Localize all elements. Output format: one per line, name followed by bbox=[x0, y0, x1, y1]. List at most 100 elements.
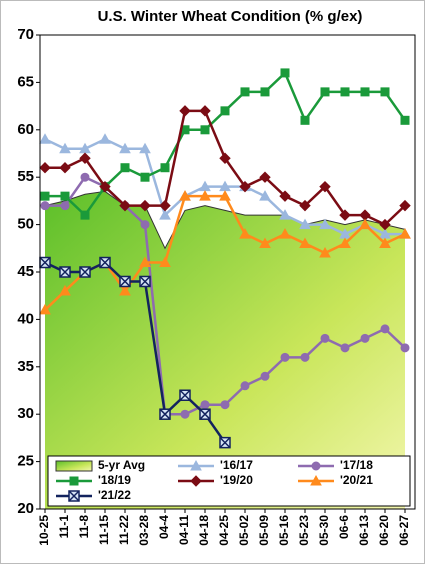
marker bbox=[319, 247, 331, 258]
marker bbox=[179, 105, 191, 117]
marker bbox=[320, 333, 330, 343]
x-tick-label: 05-30 bbox=[317, 515, 331, 546]
y-tick-label: 45 bbox=[17, 263, 34, 280]
marker-x bbox=[179, 389, 191, 401]
y-tick-label: 30 bbox=[17, 405, 34, 422]
marker bbox=[159, 209, 171, 220]
legend-label: '16/17 bbox=[220, 458, 253, 472]
legend-label: '17/18 bbox=[340, 458, 373, 472]
marker-x bbox=[199, 408, 211, 420]
legend-label: '18/19 bbox=[98, 473, 131, 487]
marker-x bbox=[39, 256, 51, 269]
marker bbox=[300, 115, 310, 125]
marker bbox=[399, 228, 411, 239]
marker bbox=[239, 228, 251, 239]
marker bbox=[159, 199, 171, 212]
marker bbox=[379, 237, 391, 249]
marker bbox=[199, 105, 211, 117]
marker bbox=[39, 133, 51, 144]
marker bbox=[220, 106, 230, 116]
marker bbox=[200, 400, 210, 410]
marker bbox=[139, 199, 151, 212]
marker bbox=[39, 162, 51, 174]
marker bbox=[140, 172, 150, 182]
x-tick-label: 05-16 bbox=[277, 515, 291, 546]
x-tick-label: 05-09 bbox=[257, 515, 271, 546]
marker bbox=[300, 352, 310, 362]
legend-box bbox=[47, 455, 411, 507]
marker-x bbox=[219, 437, 231, 449]
marker bbox=[59, 284, 71, 296]
marker bbox=[240, 381, 250, 391]
y-tick-label: 25 bbox=[17, 453, 34, 470]
y-tick-label: 70 bbox=[17, 26, 34, 43]
marker bbox=[259, 190, 271, 201]
marker bbox=[311, 461, 321, 471]
x-tick-label: 10-25 bbox=[37, 515, 51, 546]
x-tick-label: 04-25 bbox=[217, 515, 231, 546]
marker bbox=[339, 237, 351, 249]
marker bbox=[160, 163, 170, 173]
legend-label: 5-yr Avg bbox=[98, 458, 145, 472]
marker bbox=[299, 218, 311, 230]
marker bbox=[80, 210, 90, 220]
y-tick-label: 20 bbox=[17, 500, 34, 517]
legend-label: '19/20 bbox=[220, 473, 253, 487]
x-tick-label: 06-20 bbox=[377, 515, 391, 546]
marker bbox=[190, 475, 202, 487]
x-tick-label: 06-27 bbox=[397, 515, 411, 546]
x-tick-label: 11-8 bbox=[77, 515, 91, 539]
x-tick-label: 04-4 bbox=[157, 515, 171, 539]
marker bbox=[379, 218, 391, 231]
marker bbox=[119, 142, 131, 154]
marker bbox=[180, 409, 190, 419]
marker-x bbox=[119, 275, 131, 288]
x-tick-label: 05-23 bbox=[297, 515, 311, 546]
marker bbox=[139, 256, 151, 268]
marker bbox=[219, 152, 231, 164]
marker bbox=[99, 180, 111, 193]
plot-border bbox=[39, 34, 416, 510]
area bbox=[45, 191, 405, 510]
marker bbox=[240, 87, 250, 97]
marker bbox=[280, 352, 290, 362]
marker bbox=[319, 218, 331, 230]
marker bbox=[199, 190, 211, 201]
x-tick-label: 05-02 bbox=[237, 515, 251, 546]
x-tick-label: 11-22 bbox=[117, 515, 131, 545]
marker bbox=[119, 284, 131, 296]
marker bbox=[359, 218, 371, 230]
series bbox=[39, 256, 231, 449]
marker bbox=[360, 333, 370, 343]
legend-label: '20/21 bbox=[340, 473, 373, 487]
marker bbox=[260, 87, 270, 97]
marker bbox=[120, 163, 130, 173]
marker bbox=[200, 125, 210, 135]
marker bbox=[260, 371, 270, 381]
marker bbox=[400, 343, 410, 353]
x-tick-label: 04-11 bbox=[177, 515, 191, 545]
series bbox=[39, 105, 411, 231]
legend-label: '21/22 bbox=[98, 488, 131, 502]
marker bbox=[299, 237, 311, 249]
y-tick-label: 50 bbox=[17, 216, 34, 233]
marker bbox=[59, 142, 71, 154]
x-tick-label: 06-13 bbox=[357, 515, 371, 546]
marker-x bbox=[99, 256, 111, 269]
marker bbox=[140, 220, 150, 230]
marker bbox=[320, 87, 330, 97]
marker bbox=[340, 87, 350, 97]
marker bbox=[360, 87, 370, 97]
marker bbox=[399, 199, 411, 212]
marker bbox=[60, 201, 70, 211]
line bbox=[44, 261, 227, 444]
marker bbox=[80, 172, 90, 182]
marker bbox=[40, 201, 50, 211]
marker bbox=[340, 343, 350, 353]
marker-x bbox=[159, 408, 171, 420]
marker bbox=[119, 199, 131, 212]
marker bbox=[280, 68, 290, 78]
marker bbox=[39, 303, 51, 315]
marker bbox=[40, 191, 50, 201]
